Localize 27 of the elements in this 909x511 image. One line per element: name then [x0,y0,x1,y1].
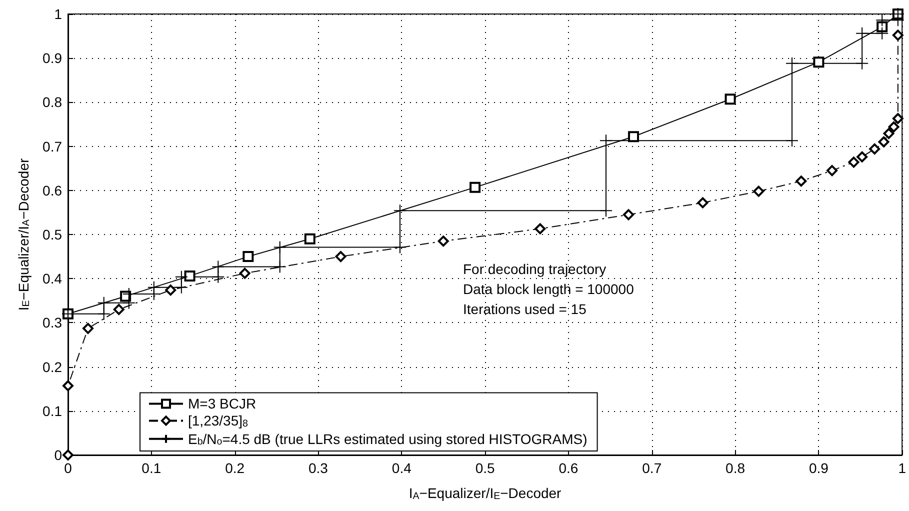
y-tick-label: 0.4 [42,270,62,287]
y-tick-label: 0.8 [42,94,62,110]
y-tick-label: 0.5 [42,226,62,242]
y-tick-label: 0.7 [42,138,62,154]
y-axis-title: IE−Equalizer/IA−Decoder [15,158,32,311]
annotation: Data block length = 100000 [463,281,634,297]
x-tick-label: 0.9 [808,460,829,476]
x-tick-label: 0 [64,460,72,476]
y-tick-label: 0.6 [42,182,62,198]
legend-label: M=3 BCJR [188,396,256,412]
x-tick-label: 0.2 [225,460,245,476]
y-tick-label: 0.3 [42,314,62,331]
y-tick-label: 0.9 [42,50,62,66]
y-tick-label: 0 [54,447,62,463]
x-tick-label: 0.3 [308,460,328,476]
x-tick-label: 0.6 [558,460,578,476]
x-tick-label: 1 [898,460,906,476]
x-tick-label: 0.7 [642,460,662,476]
x-tick-label: 0.1 [142,460,162,476]
x-tick-label: 0.4 [392,460,412,476]
x-tick-label: 0.8 [726,460,746,476]
x-tick-label: 0.5 [475,460,495,476]
annotation: For decoding trajectory [463,261,606,277]
annotation: Iterations used = 15 [463,301,587,317]
y-tick-label: 1 [54,6,62,22]
y-tick-label: 0.1 [42,402,62,419]
y-tick-label: 0.2 [42,358,62,375]
